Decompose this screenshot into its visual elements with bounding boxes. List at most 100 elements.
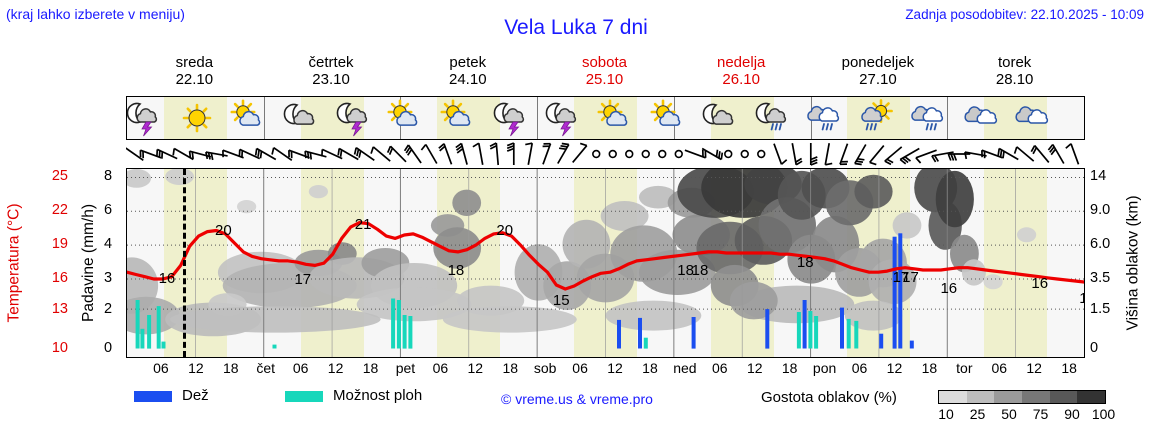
temperature-value-label-6: 15 <box>552 291 570 309</box>
time-tick-6: 18 <box>362 360 379 376</box>
cloud-density-ramp-labels: 10 25 50 75 90 100 <box>932 406 1115 424</box>
wind-barb-feather <box>931 155 937 163</box>
meteogram-plot[interactable]: 162017211820151818181717161615 <box>126 168 1085 358</box>
time-tick-21: 12 <box>886 360 903 376</box>
wind-barb-calm-30 <box>625 149 634 159</box>
temperature-value-label-0: 16 <box>158 269 176 287</box>
time-tick-9: 12 <box>467 360 484 376</box>
wind-barb-feather <box>406 149 413 156</box>
wind-barb-feather <box>715 149 719 157</box>
icon-strip-separator <box>947 97 949 139</box>
temperature-value-label-1: 20 <box>215 222 232 240</box>
wind-barb-feather <box>780 159 788 165</box>
weather-icon-cloud-drizzle <box>910 98 950 138</box>
day-name: torek <box>997 54 1032 71</box>
wind-barb-feather <box>254 148 258 156</box>
cloud-height-tick-labels: 14 9.0 6.0 3.5 1.5 0 <box>1090 168 1124 358</box>
wind-barb-feather <box>339 149 343 157</box>
precipitation-bar-21 <box>854 320 859 349</box>
wind-barb-feather <box>947 153 952 161</box>
time-tick-17: 12 <box>746 360 763 376</box>
precipitation-bar-17 <box>808 311 813 349</box>
time-tick-18: 18 <box>781 360 798 376</box>
time-tick-2: 18 <box>222 360 239 376</box>
precipitation-bar-20 <box>846 318 851 349</box>
day-header-2: petek 24.10 <box>399 54 536 88</box>
wind-barb-feather <box>506 142 515 147</box>
day-date: 22.10 <box>175 71 214 88</box>
wind-barb-feather <box>356 149 360 157</box>
temperature-value-label-10: 17 <box>892 269 910 287</box>
wind-barb-shaft-5 <box>205 151 228 157</box>
weather-icon-strip <box>126 96 1085 140</box>
wind-barb-shaft-25 <box>542 143 552 165</box>
wind-barb-feather <box>188 151 192 159</box>
time-tick-11: sob <box>533 360 557 376</box>
weather-icon-moon-cloud <box>700 98 740 138</box>
wind-barb-shaft-56 <box>1052 144 1065 164</box>
temperature-value-label-2: 17 <box>294 270 312 288</box>
weather-icon-moon-cloud-thunder <box>334 98 374 138</box>
cloud-height-tick-3: 3.5 <box>1090 270 1111 287</box>
day-name: ponedeljek <box>841 54 915 71</box>
wind-barb-shaft-24 <box>527 143 534 165</box>
time-tick-0: 06 <box>153 360 169 376</box>
cloud-ramp-label-2: 50 <box>1001 406 1017 422</box>
day-date: 25.10 <box>585 71 624 88</box>
wind-barb-shaft-49 <box>931 151 954 157</box>
temperature-axis-title: Temperatura (°C) <box>2 168 28 358</box>
wind-barb-feather <box>271 147 275 155</box>
chart-legend: Dež Možnost ploh © vreme.us & vreme.pro … <box>126 387 1136 428</box>
copyright-link[interactable]: © vreme.us & vreme.pro <box>501 391 653 407</box>
wind-barb-feather <box>886 158 894 164</box>
wind-barb-feather <box>1065 143 1072 149</box>
wind-barb-feather <box>561 142 569 146</box>
wind-barb-feather <box>558 147 567 151</box>
cloud-height-tick-5: 0 <box>1090 340 1099 357</box>
temperature-value-label-12: 16 <box>940 280 958 298</box>
temperature-curve-svg <box>127 169 1084 357</box>
weather-icon-sun <box>177 98 217 138</box>
temperature-tick-3: 16 <box>51 270 68 287</box>
wind-barb-feather <box>1002 151 1005 159</box>
wind-barb-feather <box>1032 147 1038 155</box>
precipitation-bar-22 <box>879 333 884 349</box>
time-tick-20: 06 <box>851 360 868 376</box>
weather-icon-sun-cloud-drizzle <box>857 98 897 138</box>
cloud-ramp-label-1: 25 <box>969 406 986 422</box>
precipitation-axis-label: Padavine (mm/h) <box>80 203 98 323</box>
temperature-curve <box>127 221 1084 291</box>
wind-barb-feather <box>439 145 446 152</box>
wind-barb-shaft-6 <box>222 149 244 159</box>
day-header-1: četrtek 23.10 <box>263 54 400 88</box>
cloud-density-color-ramp <box>938 390 1106 404</box>
wind-barb-feather <box>953 153 958 161</box>
cloud-ramp-step-1 <box>966 391 995 403</box>
temperature-tick-5: 10 <box>51 340 68 357</box>
precipitation-axis-title: Padavine (mm/h) <box>76 168 102 358</box>
day-date: 26.10 <box>722 71 760 88</box>
wind-barb-feather <box>456 148 464 154</box>
wind-barb-feather <box>386 145 392 153</box>
precipitation-bar-2 <box>147 315 152 349</box>
cloud-ramp-step-4 <box>1049 391 1078 403</box>
precipitation-bar-0 <box>135 300 140 349</box>
cloud-density-legend-title: Gostota oblakov (%) <box>761 389 897 406</box>
night-band <box>1047 169 1084 357</box>
weather-icon-sun-cloud <box>439 98 479 138</box>
day-header-4: nedelja 26.10 <box>673 54 810 88</box>
wind-barb-calm-38 <box>757 149 766 159</box>
wind-barb-feather <box>506 145 515 150</box>
precipitation-tick-0: 8 <box>104 167 113 184</box>
precipitation-bar-9 <box>408 316 413 349</box>
precipitation-tick-labels: 8 6 4 3 2 0 <box>104 168 124 358</box>
wind-barb-shaft-27 <box>572 145 588 163</box>
cloud-height-tick-0: 14 <box>1090 167 1107 184</box>
wind-barb-feather <box>172 148 176 156</box>
precipitation-bar-10 <box>617 319 621 349</box>
time-tick-3: čet <box>256 360 276 376</box>
day-header-3: sobota 25.10 <box>536 54 673 88</box>
wind-barb-feather <box>720 152 724 160</box>
precipitation-bar-19 <box>840 307 844 349</box>
wind-barb-feather <box>1049 146 1055 153</box>
